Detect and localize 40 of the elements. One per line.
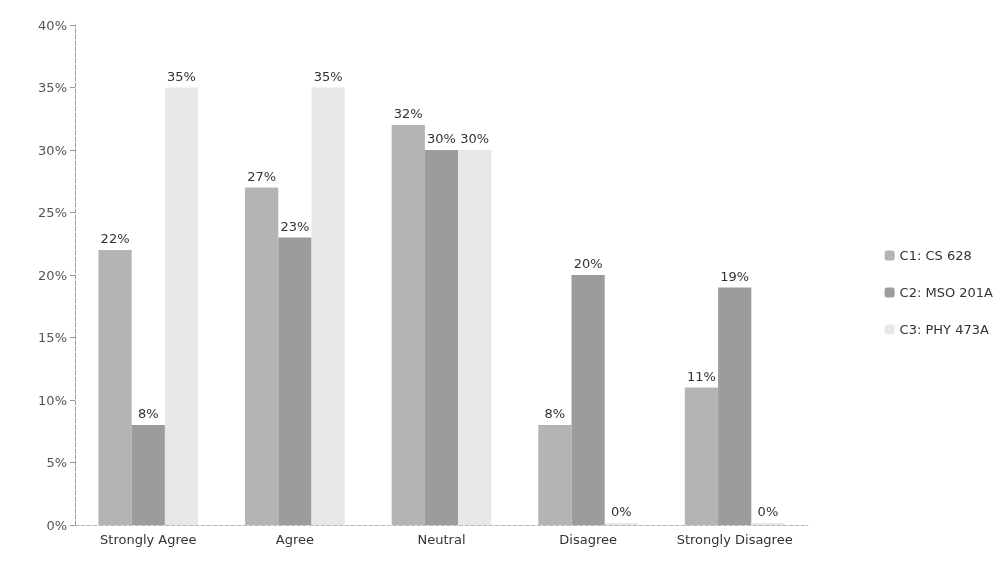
bar [571, 275, 605, 525]
bar [718, 287, 752, 525]
bar [424, 150, 459, 525]
data-label: 22% [100, 231, 130, 246]
y-tick-label: 20% [38, 267, 67, 283]
x-tick-label: Neutral [417, 532, 466, 547]
legend-label: C3: PHY 473A [899, 322, 989, 337]
bar [458, 150, 492, 525]
bar [164, 87, 199, 525]
data-label: 30% [427, 131, 456, 146]
data-label: 35% [313, 68, 343, 84]
x-tick-label: Strongly Agree [100, 532, 197, 547]
bar [311, 87, 345, 525]
y-tick-label: 25% [38, 205, 67, 220]
y-tick-label: 35% [38, 80, 67, 95]
bar [278, 237, 312, 525]
data-label: 0% [611, 504, 632, 519]
data-label: 35% [167, 68, 196, 84]
data-label: 30% [460, 131, 490, 146]
data-label: 8% [544, 406, 566, 421]
y-tick-label: 30% [38, 142, 67, 158]
x-tick-label: Strongly Disagree [676, 532, 793, 547]
x-tick-label: Disagree [559, 532, 617, 547]
y-tick-label: 40% [38, 17, 67, 33]
data-label: 32% [393, 106, 423, 121]
legend-label: C1: CS 628 [899, 248, 972, 263]
data-label: 19% [720, 268, 750, 284]
y-tick-label: 5% [46, 455, 67, 470]
x-tick-label: Agree [275, 532, 314, 547]
data-label: 23% [280, 218, 310, 234]
y-tick-label: 10% [38, 392, 67, 408]
data-label: 27% [247, 168, 277, 184]
y-tick-label: 15% [38, 330, 67, 345]
data-label: 0% [757, 504, 779, 519]
bar [131, 425, 165, 525]
y-tick-label: 0% [46, 517, 67, 533]
data-label: 11% [687, 368, 716, 384]
data-label: 8% [137, 406, 159, 421]
legend-label: C2: MSO 201A [899, 285, 994, 300]
data-label: 20% [573, 256, 603, 271]
